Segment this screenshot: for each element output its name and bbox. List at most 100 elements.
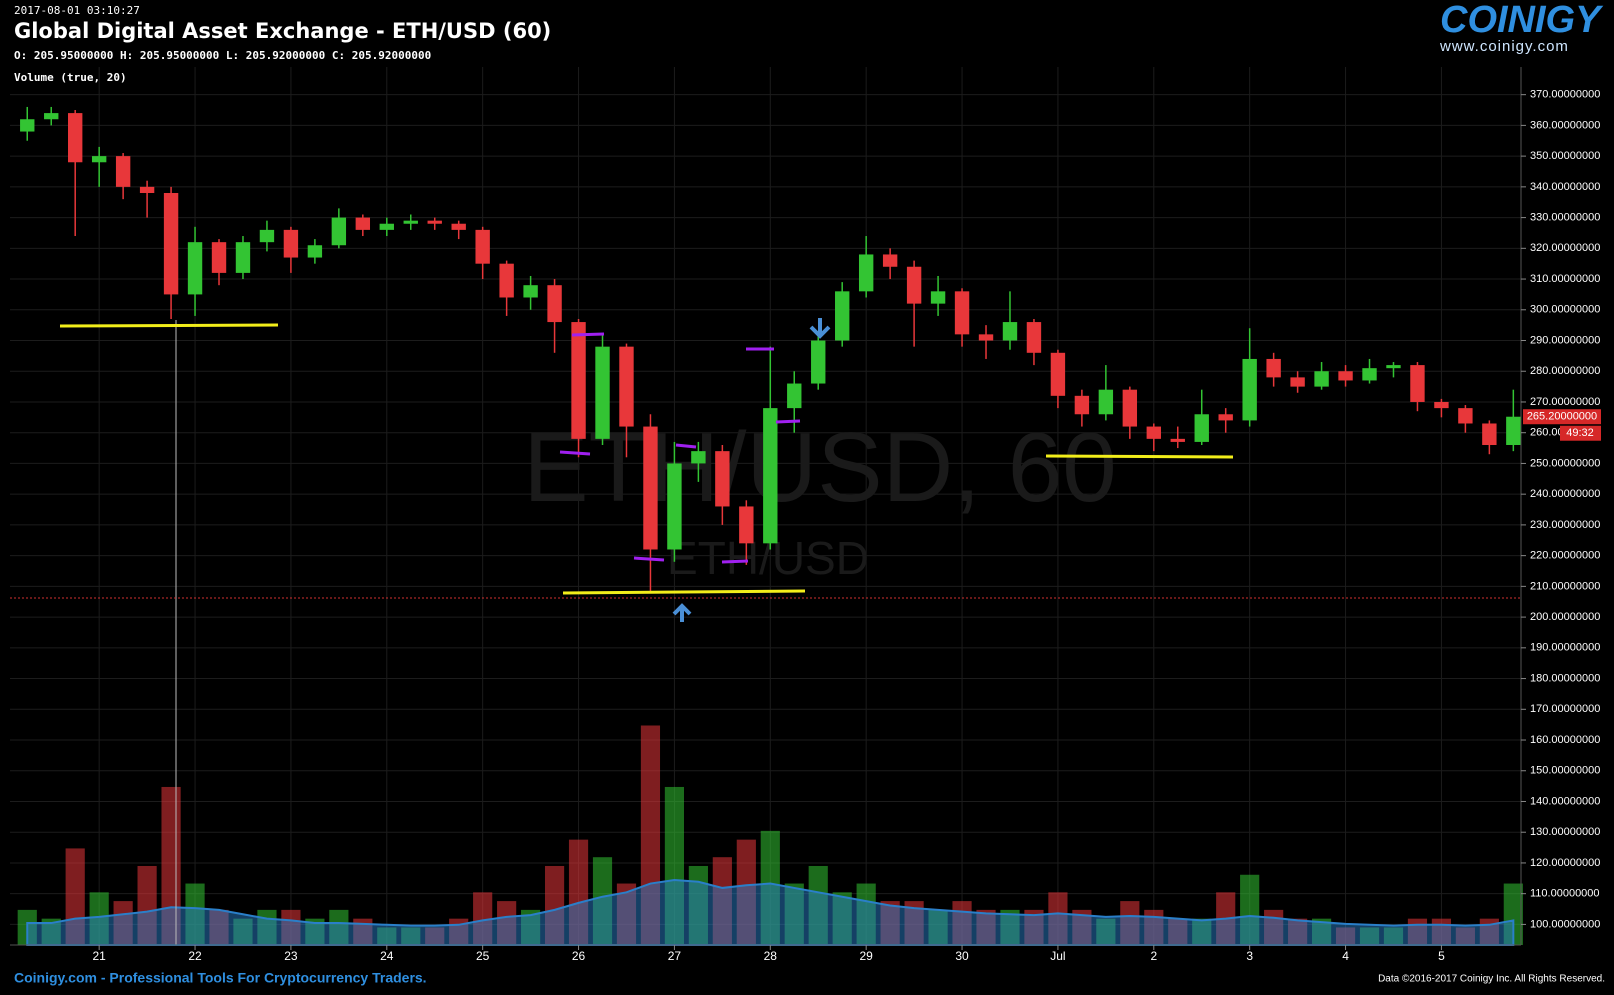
axes: 100.00000000 110.00000000 120.00000000 130.… <box>10 67 1600 963</box>
candle-body <box>307 245 323 258</box>
y-tick-label: 310.00000000 <box>1530 273 1600 285</box>
y-tick-label: 370.00000000 <box>1530 89 1600 101</box>
candle-body <box>331 217 347 246</box>
candle-body <box>595 346 610 439</box>
candle-body <box>954 291 970 335</box>
x-tick-label: 5 <box>1438 949 1445 963</box>
marker <box>775 419 801 424</box>
candle-body <box>355 217 371 230</box>
candle-body <box>163 192 179 295</box>
candle-body <box>1098 389 1114 415</box>
candle-body <box>1458 408 1473 424</box>
y-tick-label: 350.00000000 <box>1530 150 1600 162</box>
candle-body <box>283 229 299 258</box>
candle-body <box>211 242 227 273</box>
candle-body <box>427 220 442 224</box>
candle-body <box>1050 352 1066 396</box>
candle-body <box>643 426 658 550</box>
y-tick-label: 280.00000000 <box>1530 365 1600 377</box>
y-tick-label: 190.00000000 <box>1530 642 1600 654</box>
y-tick-label: 320.00000000 <box>1530 242 1600 254</box>
drawings <box>59 318 1234 622</box>
volume-layer <box>17 725 1523 946</box>
arrow-up <box>672 603 692 622</box>
countdown-box <box>1560 425 1601 441</box>
arrow-down <box>809 318 831 339</box>
y-tick-label: 160.00000000 <box>1530 734 1600 746</box>
x-tick-label: 3 <box>1246 949 1253 963</box>
volume-ma <box>26 879 1515 946</box>
candle-body <box>44 113 59 120</box>
candle-body <box>451 223 466 230</box>
candle-body <box>1338 371 1353 381</box>
x-tick-label: 27 <box>668 949 682 963</box>
candle-body <box>1290 377 1305 387</box>
y-tick-label: 180.00000000 <box>1530 672 1600 684</box>
candle-body <box>547 285 562 323</box>
candle-body <box>1386 365 1401 369</box>
marker <box>571 332 605 337</box>
watermark: ETH/USD, 60 <box>523 412 1117 522</box>
candle-body <box>1434 401 1449 409</box>
candle-body <box>1314 371 1329 387</box>
support-line <box>562 589 806 595</box>
y-tick-label: 270.00000000 <box>1530 396 1600 408</box>
chart-title: Global Digital Asset Exchange - ETH/USD … <box>14 19 551 43</box>
x-tick-label: Jul <box>1050 949 1065 963</box>
candle-body <box>91 156 107 163</box>
last-price-label: 265.20000000 <box>1527 411 1597 423</box>
candle-body <box>1122 389 1138 427</box>
candle-body <box>1194 414 1209 442</box>
candle-body <box>1410 365 1425 402</box>
candle-body <box>667 463 682 550</box>
candle-body <box>1482 423 1497 445</box>
y-tick-label: 110.00000000 <box>1530 888 1600 900</box>
candle-body <box>978 334 994 341</box>
candle-body <box>499 263 514 298</box>
candle-body <box>115 156 131 187</box>
candle-body <box>619 346 634 427</box>
y-tick-label: 300.00000000 <box>1530 304 1600 316</box>
candle-body <box>858 254 874 292</box>
candle-body <box>835 291 850 341</box>
indicator: Volume (true, 20) <box>14 71 127 84</box>
x-tick-label: 25 <box>476 949 490 963</box>
candle-body <box>739 506 754 544</box>
candle-body <box>187 242 203 295</box>
x-tick-label: 21 <box>92 949 106 963</box>
candle-body <box>523 285 538 298</box>
y-tick-label: 360.00000000 <box>1530 119 1600 131</box>
candle-body <box>1506 416 1521 445</box>
candle-body <box>882 254 898 267</box>
candle-body <box>1074 395 1090 415</box>
x-tick-label: 2 <box>1150 949 1157 963</box>
logo: COINIGY <box>1440 0 1604 41</box>
candle-body <box>1002 322 1018 341</box>
y-tick-label: 290.00000000 <box>1530 334 1600 346</box>
candle-body <box>1362 368 1377 381</box>
y-tick-label: 100.00000000 <box>1530 918 1600 930</box>
x-tick-label: 26 <box>572 949 586 963</box>
y-tick-label: 170.00000000 <box>1530 703 1600 715</box>
candle-body <box>1266 358 1281 378</box>
y-tick-label: 210.00000000 <box>1530 580 1600 592</box>
marker <box>559 450 591 456</box>
candle-body <box>811 340 826 384</box>
candle-body <box>571 322 586 439</box>
y-tick-label: 250.00000000 <box>1530 457 1600 469</box>
x-tick-label: 24 <box>380 949 394 963</box>
candle-body <box>691 451 706 464</box>
support-line <box>59 323 279 328</box>
marker <box>675 443 697 449</box>
candle-body <box>715 451 730 507</box>
candle-body <box>1026 322 1042 353</box>
candle-body <box>787 383 802 409</box>
candle-body <box>1146 426 1161 439</box>
candles <box>20 106 1521 593</box>
support-line <box>1045 454 1234 459</box>
candle-body <box>379 223 394 230</box>
candle-body <box>68 113 83 163</box>
